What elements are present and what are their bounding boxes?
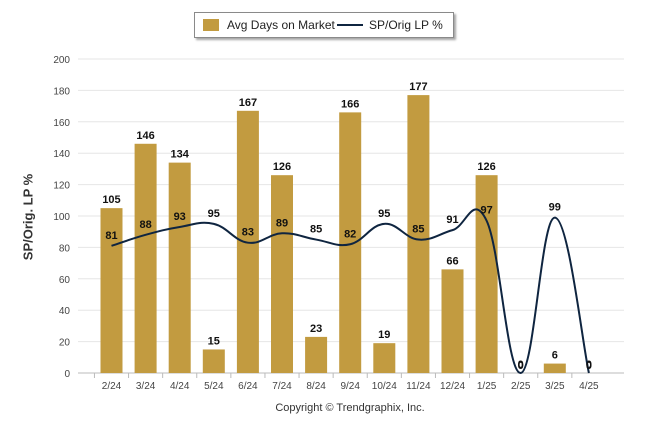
bar (407, 95, 430, 374)
x-tick-label: 9/24 (340, 381, 360, 392)
x-tick-label: 10/24 (372, 381, 397, 392)
bar (475, 175, 498, 373)
legend-label-line: SP/Orig LP % (369, 18, 443, 32)
y-tick-label: 100 (53, 212, 70, 223)
bar (339, 112, 362, 373)
bar-value-label: 19 (378, 329, 390, 341)
line-value-label: 85 (310, 224, 322, 236)
y-tick-label: 120 (53, 181, 70, 192)
bar-value-label: 167 (239, 97, 257, 109)
line-value-label: 0 (518, 360, 524, 372)
bar (305, 336, 328, 373)
y-tick-label: 60 (59, 275, 71, 286)
line-value-label: 89 (276, 217, 288, 229)
bar-value-label: 23 (310, 323, 322, 335)
sp-orig-lp-line (111, 208, 590, 375)
y-tick-label: 20 (59, 338, 71, 349)
bar-value-label: 177 (409, 81, 427, 93)
line-value-label: 97 (480, 205, 492, 217)
x-tick-label: 4/25 (579, 381, 599, 392)
x-tick-label: 8/24 (306, 381, 326, 392)
line-value-label: 85 (412, 224, 424, 236)
bar (100, 208, 123, 373)
y-tick-label: 160 (53, 118, 70, 129)
chart-legend: Avg Days on Market SP/Orig LP % (194, 12, 454, 38)
line-value-label: 95 (378, 208, 390, 220)
legend-swatch-line (337, 24, 363, 26)
bar (543, 363, 566, 373)
bar (373, 343, 396, 373)
bar-value-label: 66 (446, 255, 458, 267)
bar-value-label: 15 (208, 335, 220, 347)
bar-value-label: 146 (136, 130, 154, 142)
x-tick-label: 2/24 (102, 381, 122, 392)
bar-value-label: 126 (273, 161, 291, 173)
line-value-label: 82 (344, 228, 356, 240)
bar-value-label: 0 (518, 359, 524, 371)
bar-value-label: 166 (341, 98, 359, 110)
y-tick-label: 40 (59, 306, 71, 317)
x-tick-label: 2/25 (511, 381, 531, 392)
x-tick-label: 5/24 (204, 381, 224, 392)
bar (441, 269, 464, 373)
x-tick-label: 11/24 (406, 381, 431, 392)
x-tick-label: 4/24 (170, 381, 190, 392)
line-value-label: 0 (586, 360, 592, 372)
line-value-label: 88 (139, 219, 151, 231)
bar-value-label: 126 (477, 161, 495, 173)
x-tick-label: 1/25 (477, 381, 497, 392)
x-tick-label: 6/24 (238, 381, 258, 392)
y-tick-label: 200 (53, 55, 70, 66)
copyright-text: Copyright © Trendgraphix, Inc. (275, 402, 425, 414)
bar-value-label: 0 (586, 359, 592, 371)
bar (134, 143, 157, 373)
bar-value-label: 6 (552, 350, 558, 362)
y-axis-label: SP/Orig. LP % (20, 173, 36, 261)
line-value-label: 91 (446, 214, 458, 226)
bar-value-label: 105 (102, 194, 120, 206)
legend-swatch-bar (203, 19, 219, 31)
x-tick-label: 7/24 (272, 381, 292, 392)
line-value-label: 83 (242, 227, 254, 239)
y-tick-label: 0 (64, 369, 70, 380)
line-value-label: 81 (105, 230, 117, 242)
bar (271, 175, 293, 373)
y-tick-label: 140 (53, 149, 70, 160)
bar-value-label: 134 (171, 149, 190, 161)
y-tick-label: 80 (59, 243, 71, 254)
legend-label-bar: Avg Days on Market (227, 18, 335, 32)
x-tick-label: 3/24 (136, 381, 156, 392)
x-tick-label: 3/25 (545, 381, 565, 392)
y-tick-label: 180 (53, 86, 70, 97)
bar (168, 162, 191, 373)
line-value-label: 93 (174, 211, 186, 223)
line-value-label: 99 (549, 202, 561, 214)
line-value-label: 95 (208, 208, 220, 220)
x-tick-label: 12/24 (440, 381, 465, 392)
bar (202, 349, 225, 373)
